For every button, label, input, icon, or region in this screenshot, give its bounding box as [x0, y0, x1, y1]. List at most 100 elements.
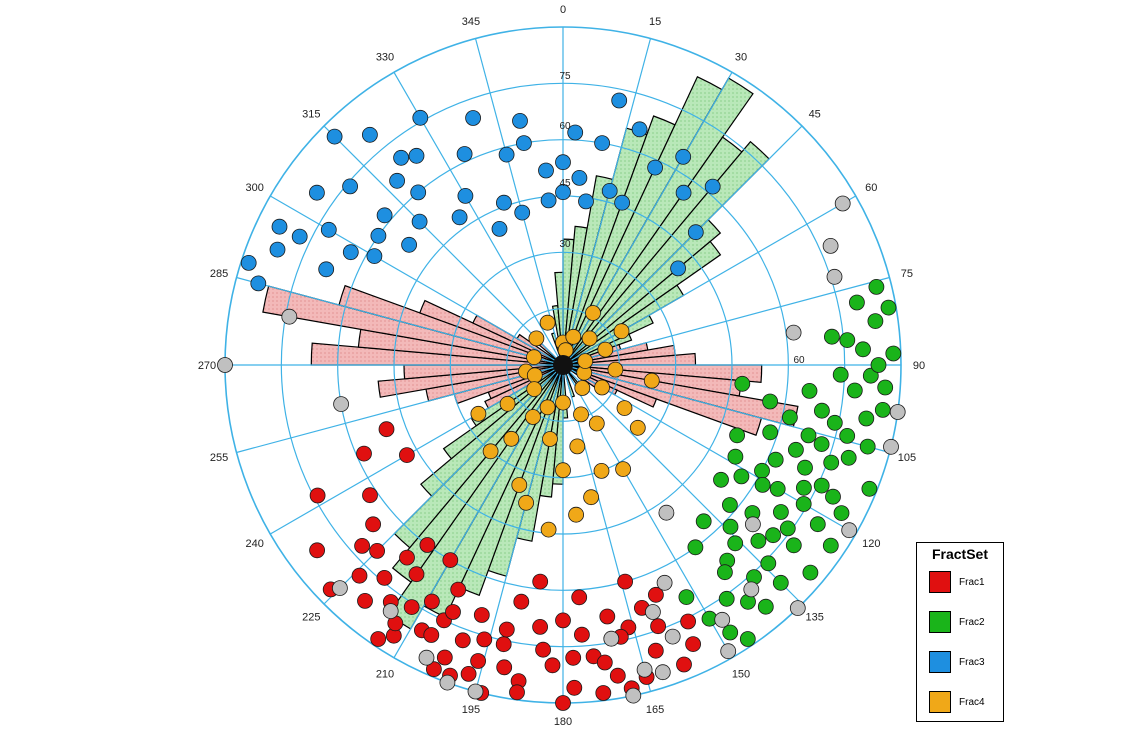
dip-label: 60 [559, 121, 571, 132]
azimuth-label: 135 [806, 612, 824, 624]
point-frac4 [597, 341, 614, 358]
legend-swatch-frac2 [929, 611, 951, 633]
point-unassigned [714, 611, 731, 628]
point-frac2 [695, 513, 712, 530]
point-frac1 [423, 627, 440, 643]
point-frac1 [650, 618, 666, 635]
point-unassigned [654, 664, 671, 681]
point-frac2 [754, 476, 771, 493]
point-unassigned [636, 661, 653, 678]
point-frac1 [648, 586, 664, 603]
point-frac1 [309, 487, 326, 504]
point-frac4 [499, 395, 516, 412]
point-unassigned [625, 687, 642, 704]
point-frac1 [362, 487, 378, 504]
point-frac2 [826, 414, 843, 431]
point-frac3 [538, 162, 554, 179]
point-frac3 [571, 169, 588, 186]
legend-title: FractSet [931, 546, 989, 562]
point-frac3 [611, 92, 628, 109]
azimuth-label: 255 [210, 452, 228, 464]
point-frac4 [629, 419, 646, 436]
center-hub [553, 355, 573, 375]
point-frac2 [874, 401, 891, 418]
point-unassigned [841, 522, 858, 539]
azimuth-label: 240 [246, 538, 264, 550]
point-frac3 [601, 182, 618, 199]
point-frac1 [473, 607, 490, 623]
point-frac2 [802, 564, 819, 581]
point-frac1 [425, 661, 442, 678]
legend-swatch-frac3 [929, 651, 951, 673]
azimuth-label: 15 [649, 16, 661, 28]
point-frac4 [565, 328, 582, 345]
azimuth-label: 315 [302, 108, 320, 120]
point-frac2 [801, 382, 818, 399]
point-frac3 [670, 260, 686, 277]
pole-points [217, 92, 906, 711]
point-frac3 [451, 209, 468, 226]
point-frac1 [509, 684, 525, 701]
grid-spoke [323, 364, 564, 605]
point-frac1 [357, 593, 373, 609]
point-frac1 [555, 612, 571, 629]
point-frac4 [470, 405, 487, 422]
point-frac3 [687, 224, 704, 241]
point-frac3 [457, 187, 474, 204]
point-frac2 [765, 527, 781, 544]
point-frac4 [643, 372, 660, 389]
point-frac2 [750, 533, 767, 549]
point-frac1 [495, 636, 512, 653]
grid-spoke [562, 195, 857, 366]
point-unassigned [281, 308, 298, 325]
point-frac2 [855, 341, 871, 358]
point-unassigned [331, 580, 348, 596]
point-unassigned [826, 268, 843, 285]
point-frac1 [498, 621, 515, 638]
point-frac2 [846, 382, 863, 399]
point-frac4 [594, 379, 610, 396]
azimuth-label: 0 [560, 4, 566, 16]
point-frac3 [456, 146, 473, 162]
point-frac1 [378, 421, 395, 438]
point-frac1 [354, 538, 371, 554]
point-frac2 [762, 393, 778, 410]
point-frac2 [880, 299, 897, 316]
point-frac3 [516, 135, 532, 152]
point-frac1 [445, 604, 461, 620]
legend-item-frac2: Frac2 [917, 602, 1003, 642]
point-frac4 [526, 349, 542, 366]
point-frac1 [403, 599, 420, 615]
point-frac3 [491, 220, 508, 237]
point-frac1 [450, 581, 467, 598]
point-unassigned [418, 649, 435, 666]
point-frac4 [555, 462, 571, 479]
point-frac2 [867, 313, 884, 330]
point-frac2 [788, 441, 804, 458]
point-frac3 [291, 228, 308, 245]
azimuth-label: 300 [246, 182, 264, 194]
point-frac3 [410, 184, 427, 201]
point-frac2 [832, 366, 849, 383]
legend-swatch-frac4 [929, 691, 951, 713]
point-frac1 [309, 542, 326, 559]
point-unassigned [789, 600, 806, 616]
point-unassigned [382, 603, 399, 619]
point-frac4 [518, 494, 534, 511]
point-frac3 [631, 121, 648, 138]
azimuth-label: 30 [735, 52, 747, 64]
point-frac3 [401, 236, 418, 253]
point-frac2 [767, 451, 784, 468]
point-unassigned [603, 630, 620, 647]
grid-spoke [562, 364, 890, 454]
point-frac3 [320, 221, 337, 238]
point-frac3 [342, 244, 359, 261]
axis-labels: 0 15 30 45 60 75 90 105 120 135 150 165 180 195 210 225… [198, 4, 925, 728]
point-frac1 [376, 570, 393, 586]
legend-item-frac3: Frac3 [917, 642, 1003, 682]
point-frac1 [496, 659, 513, 676]
point-frac2 [779, 520, 796, 537]
azimuth-label: 75 [901, 268, 913, 280]
azimuth-label: 105 [898, 452, 916, 464]
point-frac3 [250, 275, 267, 292]
